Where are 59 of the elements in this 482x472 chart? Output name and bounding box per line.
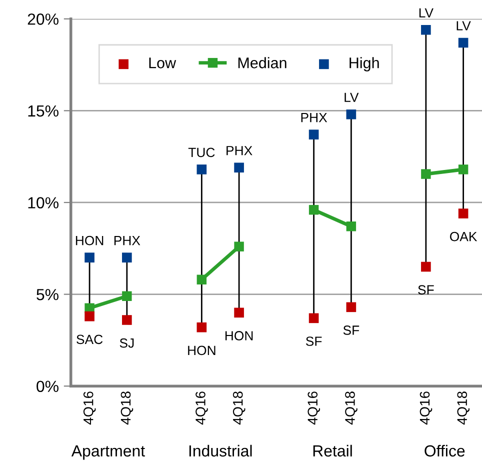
data-label: SF: [306, 336, 322, 346]
point: [196, 274, 207, 284]
data-label: LV: [419, 8, 434, 18]
y-tick-label: 0%: [36, 380, 58, 392]
point: [122, 291, 132, 301]
legend-label: High: [350, 57, 379, 72]
data-label: LV: [456, 21, 471, 30]
legend-label: Median: [238, 57, 286, 68]
point: [458, 208, 468, 218]
x-tick-label: 4Q18: [457, 392, 470, 425]
data-label: OAK: [450, 232, 478, 242]
point: [234, 242, 244, 252]
data-label: TUC: [188, 148, 215, 158]
point: [458, 164, 468, 174]
data-label: SF: [418, 285, 434, 294]
data-label: PHX: [226, 146, 252, 156]
text: Office: [424, 444, 465, 457]
x-tick-label: 4Q18: [120, 392, 134, 425]
data-label: SJ: [120, 338, 134, 348]
x-tick-label: 4Q16: [196, 392, 208, 425]
data-label: HON: [76, 236, 104, 246]
point: [458, 38, 468, 48]
data-label: LV: [344, 92, 359, 102]
text: Industrial: [189, 444, 252, 457]
point: [346, 109, 356, 120]
point: [421, 24, 431, 35]
point: [421, 169, 431, 179]
point: [122, 315, 132, 325]
x-tick-label: 4Q16: [420, 392, 432, 425]
point: [346, 302, 356, 312]
data-label: HON: [225, 331, 253, 340]
data-label: SAC: [76, 334, 103, 344]
point: [84, 252, 94, 262]
x-tick-label: 4Q18: [345, 392, 358, 425]
point: [196, 322, 207, 332]
data-label: SF: [343, 326, 360, 335]
point: [84, 311, 94, 322]
point: [308, 313, 319, 324]
data-label: HON: [188, 346, 216, 356]
point: [308, 130, 319, 140]
y-tick-label: 10%: [28, 197, 58, 208]
point: [308, 204, 319, 215]
y-tick-label: 15%: [28, 105, 58, 117]
point: [196, 164, 207, 174]
data-label: PHX: [301, 113, 328, 122]
point: [234, 308, 244, 318]
point: [122, 252, 132, 262]
point: [421, 262, 431, 272]
point: [346, 221, 356, 232]
legend-label: Low: [149, 58, 176, 68]
x-tick-label: 4Q16: [308, 392, 320, 425]
data-label: PHX: [114, 236, 140, 246]
text: Apartment: [71, 445, 145, 460]
x-tick-label: 4Q16: [83, 392, 96, 425]
y-tick-label: 20%: [28, 14, 58, 25]
x-tick-label: 4Q18: [232, 392, 246, 425]
y-tick-label: 5%: [36, 288, 58, 300]
point: [234, 162, 244, 173]
text: Retail: [313, 444, 352, 457]
